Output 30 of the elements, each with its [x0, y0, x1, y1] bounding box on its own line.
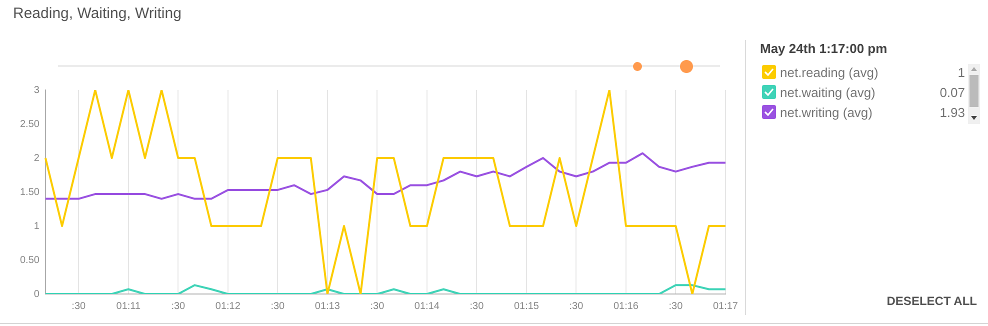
x-tick-label: 01:11 — [116, 300, 141, 312]
chart-title: Reading, Waiting, Writing — [13, 5, 182, 22]
y-tick-label: 1 — [34, 220, 40, 232]
x-tick-label: :30 — [569, 300, 584, 312]
x-tick-label: :30 — [270, 300, 286, 312]
text: 1.93 — [940, 104, 966, 120]
legend-label: net.writing (avg) — [780, 104, 872, 120]
y-tick-label: 2 — [34, 152, 40, 164]
x-tick-label: :30 — [668, 300, 684, 312]
legend-label: net.reading (avg) — [780, 64, 878, 80]
text: 0.07 — [940, 84, 966, 100]
x-tick-label: 01:17 — [712, 300, 738, 312]
legend-label: net.waiting (avg) — [780, 84, 876, 100]
text: DESELECT ALL — [886, 294, 977, 308]
x-tick-label: :30 — [370, 300, 385, 312]
x-tick-label: 01:12 — [215, 300, 241, 312]
text: 1 — [958, 64, 966, 80]
y-tick-label: 2.50 — [20, 118, 40, 130]
y-tick-label: 1.50 — [20, 186, 40, 198]
y-tick-label: 0 — [34, 288, 40, 300]
x-tick-label: :30 — [470, 300, 484, 312]
x-tick-label: 01:13 — [314, 300, 340, 312]
y-tick-label: 3 — [34, 84, 40, 96]
x-tick-label: :30 — [171, 300, 186, 312]
x-tick-label: 01:14 — [414, 300, 440, 312]
x-tick-label: :30 — [72, 300, 86, 312]
x-tick-label: 01:16 — [613, 300, 639, 312]
x-tick-label: 01:15 — [514, 300, 540, 312]
legend-title: May 24th 1:17:00 pm — [760, 41, 888, 56]
y-tick-label: 0.50 — [20, 254, 40, 266]
